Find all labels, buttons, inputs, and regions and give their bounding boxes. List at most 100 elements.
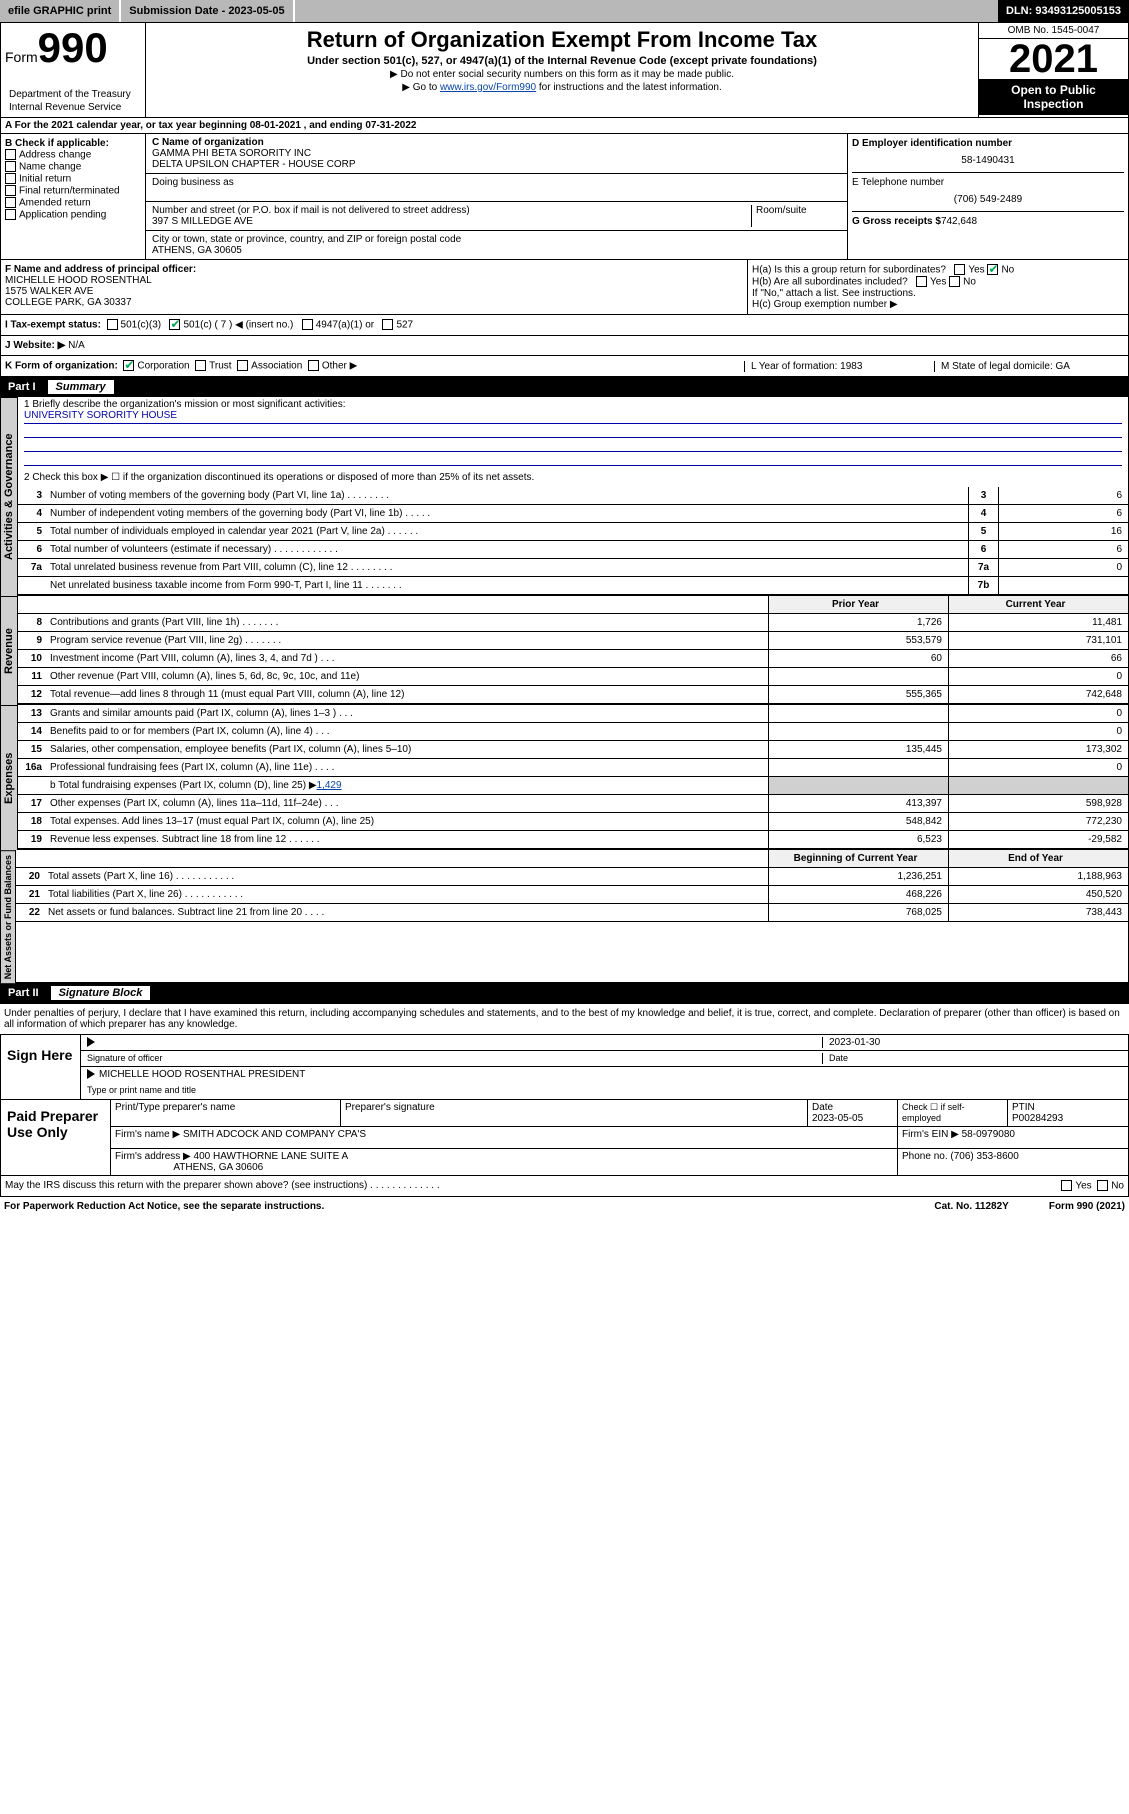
address-value: 397 S MILLEDGE AVE: [152, 216, 751, 227]
paid-preparer-label: Paid Preparer Use Only: [1, 1100, 111, 1175]
h-attach: If "No," attach a list. See instructions…: [752, 288, 1124, 299]
type-print-label: Type or print name and title: [87, 1085, 196, 1097]
chk-amended-return[interactable]: Amended return: [5, 197, 141, 209]
discuss-row: May the IRS discuss this return with the…: [0, 1176, 1129, 1197]
chk-assoc[interactable]: [237, 360, 248, 371]
section-fh: F Name and address of principal officer:…: [0, 260, 1129, 315]
form-word: Form: [5, 49, 38, 65]
chk-4947[interactable]: [302, 319, 313, 330]
chk-discuss-yes[interactable]: [1061, 1180, 1072, 1191]
org-name-2: DELTA UPSILON CHAPTER - HOUSE CORP: [152, 159, 841, 170]
form-990: 990: [38, 24, 108, 71]
section-bcd: B Check if applicable: Address change Na…: [0, 134, 1129, 260]
side-label-expenses: Expenses: [0, 705, 18, 850]
chk-hb-yes[interactable]: [916, 276, 927, 287]
chk-name-change[interactable]: Name change: [5, 161, 141, 173]
table-row: 7aTotal unrelated business revenue from …: [18, 559, 1128, 577]
year-cell: OMB No. 1545-0047 2021 Open to Public In…: [978, 23, 1128, 117]
chk-trust[interactable]: [195, 360, 206, 371]
sig-labels: Signature of officer Date: [81, 1051, 1128, 1067]
form-subtitle: Under section 501(c), 527, or 4947(a)(1)…: [150, 55, 974, 67]
form-title: Return of Organization Exempt From Incom…: [150, 27, 974, 53]
firm-addr2: ATHENS, GA 30606: [173, 1162, 263, 1173]
chk-ha-yes[interactable]: [954, 264, 965, 275]
section-expenses: Expenses 13Grants and similar amounts pa…: [0, 705, 1129, 850]
firm-addr1: 400 HAWTHORNE LANE SUITE A: [194, 1151, 349, 1162]
firm-phone: (706) 353-8600: [950, 1151, 1018, 1162]
fundraising-link[interactable]: 1,429: [317, 780, 342, 791]
efile-print[interactable]: efile GRAPHIC print: [0, 0, 121, 22]
side-label-revenue: Revenue: [0, 596, 18, 705]
part-2-title: Signature Block: [51, 986, 151, 1000]
chk-527[interactable]: [382, 319, 393, 330]
year-formation: L Year of formation: 1983: [744, 361, 934, 372]
preparer-sig-hdr: Preparer's signature: [341, 1100, 808, 1126]
org-name-1: GAMMA PHI BETA SORORITY INC: [152, 148, 841, 159]
chk-other[interactable]: [308, 360, 319, 371]
officer-name-row: MICHELLE HOOD ROSENTHAL PRESIDENT: [81, 1067, 1128, 1083]
arrow-icon: [87, 1037, 95, 1047]
table-row: 14Benefits paid to or for members (Part …: [18, 723, 1128, 741]
ein-value: 58-1490431: [852, 155, 1124, 166]
chk-hb-no[interactable]: [949, 276, 960, 287]
form-header: Form990 Department of the Treasury Inter…: [0, 22, 1129, 118]
col-current-year: Current Year: [948, 596, 1128, 613]
chk-501c3[interactable]: [107, 319, 118, 330]
mission-value: UNIVERSITY SORORITY HOUSE: [24, 410, 1122, 424]
chk-corp[interactable]: [123, 360, 134, 371]
col-b-header: B Check if applicable:: [5, 138, 141, 149]
top-bar: efile GRAPHIC print Submission Date - 20…: [0, 0, 1129, 22]
officer-name: MICHELLE HOOD ROSENTHAL: [5, 275, 743, 286]
line-a: A For the 2021 calendar year, or tax yea…: [0, 118, 1129, 134]
officer-addr2: COLLEGE PARK, GA 30337: [5, 297, 743, 308]
date-label: Date: [822, 1053, 1122, 1064]
title-cell: Return of Organization Exempt From Incom…: [146, 23, 978, 117]
form-number-cell: Form990 Department of the Treasury Inter…: [1, 23, 146, 117]
part-1-label: Part I: [8, 381, 36, 393]
firm-name: SMITH ADCOCK AND COMPANY CPA'S: [183, 1129, 366, 1140]
table-row: 3Number of voting members of the governi…: [18, 487, 1128, 505]
paid-header-row: Print/Type preparer's name Preparer's si…: [111, 1100, 1128, 1127]
table-row: 4Number of independent voting members of…: [18, 505, 1128, 523]
line-k: K Form of organization: Corporation Trus…: [0, 356, 1129, 377]
mission-label: 1 Briefly describe the organization's mi…: [24, 399, 1122, 410]
mission-block: 1 Briefly describe the organization's mi…: [18, 397, 1128, 468]
dba-label: Doing business as: [152, 177, 841, 188]
firm-ein: 58-0979080: [962, 1129, 1015, 1140]
side-label-governance: Activities & Governance: [0, 397, 18, 596]
chk-501c[interactable]: [169, 319, 180, 330]
footer-cat: Cat. No. 11282Y: [934, 1201, 1008, 1212]
grey-16b-prior: [768, 777, 948, 794]
officer-name-title: MICHELLE HOOD ROSENTHAL PRESIDENT: [99, 1069, 305, 1081]
ein-label: D Employer identification number: [852, 138, 1124, 149]
chk-initial-return[interactable]: Initial return: [5, 173, 141, 185]
table-row: 5Total number of individuals employed in…: [18, 523, 1128, 541]
chk-discuss-no[interactable]: [1097, 1180, 1108, 1191]
sig-officer-label: Signature of officer: [87, 1053, 162, 1064]
address-block: Number and street (or P.O. box if mail i…: [146, 202, 847, 231]
table-row: 10Investment income (Part VIII, column (…: [18, 650, 1128, 668]
table-row: 20Total assets (Part X, line 16) . . . .…: [16, 868, 1128, 886]
h-b: H(b) Are all subordinates included? Yes …: [752, 276, 1124, 288]
line-i: I Tax-exempt status: 501(c)(3) 501(c) ( …: [0, 315, 1129, 336]
note-ssn: ▶ Do not enter social security numbers o…: [150, 69, 974, 80]
chk-final-return[interactable]: Final return/terminated: [5, 185, 141, 197]
table-row: 13Grants and similar amounts paid (Part …: [18, 705, 1128, 723]
chk-ha-no[interactable]: [987, 264, 998, 275]
self-employed-chk[interactable]: Check ☐ if self-employed: [898, 1100, 1008, 1126]
line-j: J Website: ▶ N/A: [0, 336, 1129, 356]
arrow-icon: [87, 1069, 95, 1079]
col-end: End of Year: [948, 850, 1128, 867]
dln: DLN: 93493125005153: [998, 0, 1129, 22]
section-activities: Activities & Governance 1 Briefly descri…: [0, 397, 1129, 596]
table-row: 6Total number of volunteers (estimate if…: [18, 541, 1128, 559]
officer-name-label-row: Type or print name and title: [81, 1083, 1128, 1099]
principal-officer: F Name and address of principal officer:…: [1, 260, 748, 314]
section-revenue: Revenue Prior Year Current Year 8Contrib…: [0, 596, 1129, 705]
phone-value: (706) 549-2489: [852, 194, 1124, 205]
chk-application-pending[interactable]: Application pending: [5, 209, 141, 221]
table-row: 16aProfessional fundraising fees (Part I…: [18, 759, 1128, 777]
chk-address-change[interactable]: Address change: [5, 149, 141, 161]
irs-link[interactable]: www.irs.gov/Form990: [440, 82, 536, 93]
phone-label: E Telephone number: [852, 172, 1124, 188]
